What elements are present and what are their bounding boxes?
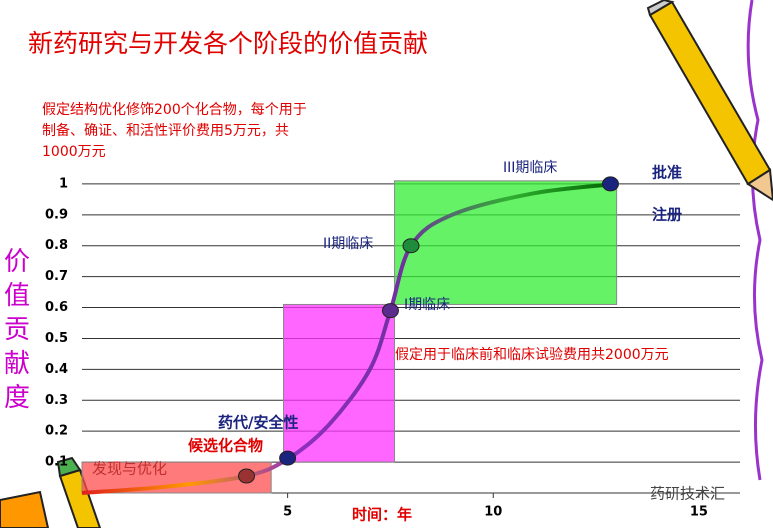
y-tick-label: 0.6 — [45, 300, 68, 315]
stage-marker — [381, 303, 399, 319]
y-axis-label: 价值贡献度 — [4, 247, 31, 413]
note: 假定结构优化修饰200个化合物，每个用于制备、确证、和活性评价费用5万元，共10… — [42, 102, 307, 160]
region-label: 药代/安全性 — [218, 414, 298, 432]
y-tick-label: 0.2 — [45, 424, 68, 439]
stage-marker — [601, 176, 619, 192]
border-decoration — [746, 0, 764, 481]
stage-label: 注册 — [652, 206, 682, 224]
y-tick-label: 0.4 — [45, 362, 68, 377]
stage-marker — [402, 238, 420, 254]
value-curve — [81, 181, 617, 495]
note-box: 假定结构优化修饰200个化合物，每个用于制备、确证、和活性评价费用5万元，共10… — [42, 102, 307, 160]
y-tick-label: 0.1 — [45, 455, 68, 470]
y-tick-label: 1 — [59, 176, 68, 191]
footnote: 假定用于临床前和临床试验费用共2000万元 — [395, 346, 669, 363]
x-axis-label: 时间：年 — [352, 506, 412, 524]
region — [394, 180, 618, 305]
stage-label: II期临床 — [323, 236, 373, 252]
stage-label: 批准 — [652, 164, 682, 182]
y-tick-label: 0.7 — [45, 269, 68, 284]
x-tick-label: 5 — [283, 505, 292, 520]
region — [283, 303, 396, 463]
stage-label: I期临床 — [404, 297, 450, 313]
region-label: III期临床 — [503, 160, 557, 176]
x-tick-label: 15 — [690, 505, 708, 520]
pencil-bottom — [0, 456, 102, 528]
stage-label: 候选化合物 — [188, 437, 263, 455]
y-tick-label: 0.5 — [45, 331, 68, 346]
watermark: 药研技术汇 — [650, 485, 725, 503]
y-tick-label: 0.8 — [45, 238, 68, 253]
plot: 0.10.20.30.40.50.60.70.80.915 10 15 — [45, 176, 740, 520]
pencil-top — [646, 0, 773, 202]
x-tick-label: 10 — [484, 505, 502, 520]
y-tick-label: 0.3 — [45, 393, 68, 408]
stage-marker — [279, 450, 297, 466]
region-label: 发现与优化 — [92, 460, 167, 478]
y-tick-label: 0.9 — [45, 207, 68, 222]
stage-marker — [238, 468, 255, 484]
chart-title: 新药研究与开发各个阶段的价值贡献 — [28, 29, 428, 58]
